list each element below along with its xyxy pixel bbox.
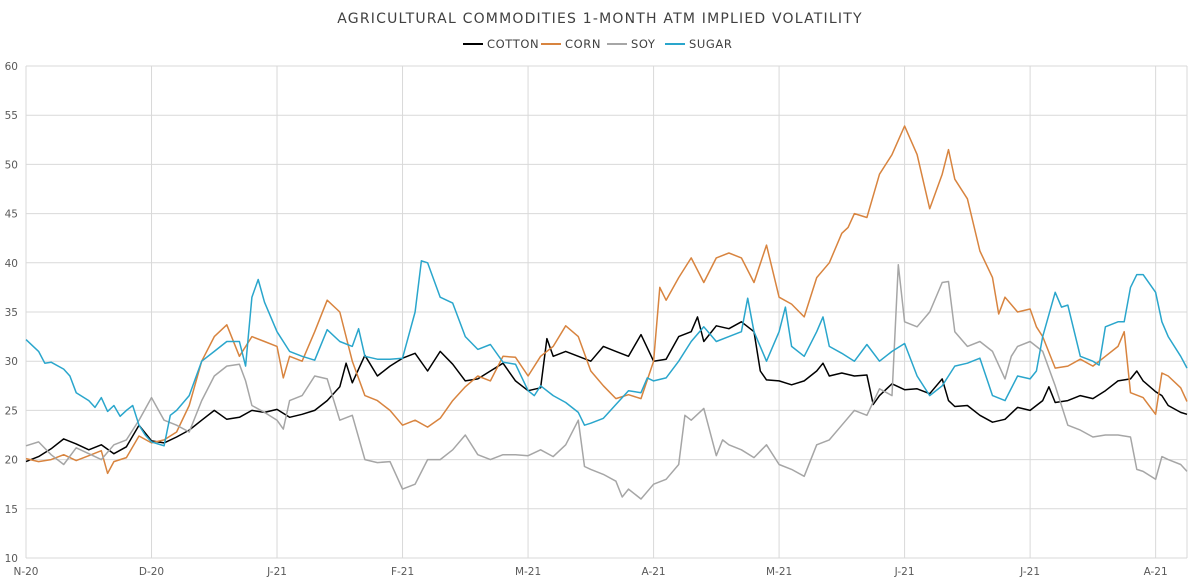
x-tick-label: J-21 <box>266 566 287 578</box>
y-tick-label: 20 <box>5 455 18 467</box>
y-tick-label: 15 <box>5 504 18 516</box>
x-tick-label: J-21 <box>1019 566 1040 578</box>
series-line-sugar <box>25 260 1188 447</box>
y-tick-label: 60 <box>5 61 18 73</box>
x-tick-label: D-20 <box>139 566 164 578</box>
series-line-cotton <box>25 316 1188 463</box>
y-tick-label: 35 <box>5 307 18 319</box>
y-tick-label: 10 <box>5 553 18 565</box>
y-tick-label: 50 <box>5 159 18 171</box>
y-tick-label: 30 <box>5 356 18 368</box>
x-axis: N-20 D-20 J-21 F-21 M-21 A-21 M-21 J-21 J-21 A-21 <box>13 566 1167 578</box>
series-line-corn <box>25 125 1188 475</box>
legend-label-soy: SOY <box>631 37 656 51</box>
y-tick-label: 25 <box>5 405 18 417</box>
y-axis: 10 15 20 25 30 35 40 45 50 55 60 <box>5 61 18 565</box>
x-tick-label: A-21 <box>642 566 666 578</box>
y-tick-label: 45 <box>5 209 18 221</box>
legend-label-cotton: COTTON <box>487 37 539 51</box>
chart-legend: COTTON CORN SOY SUGAR <box>463 37 733 51</box>
plot-series <box>25 125 1188 500</box>
x-tick-label: A-21 <box>1144 566 1168 578</box>
y-tick-label: 40 <box>5 258 18 270</box>
chart-title: AGRICULTURAL COMMODITIES 1-MONTH ATM IMP… <box>337 11 862 27</box>
plot-grid <box>25 65 1188 559</box>
legend-label-sugar: SUGAR <box>689 37 733 51</box>
x-tick-label: M-21 <box>766 566 792 578</box>
series-line-soy <box>25 264 1188 500</box>
x-tick-label: M-21 <box>515 566 541 578</box>
x-tick-label: N-20 <box>13 566 38 578</box>
y-tick-label: 55 <box>5 110 18 122</box>
x-tick-label: J-21 <box>894 566 915 578</box>
legend-label-corn: CORN <box>565 37 601 51</box>
x-tick-label: F-21 <box>391 566 414 578</box>
